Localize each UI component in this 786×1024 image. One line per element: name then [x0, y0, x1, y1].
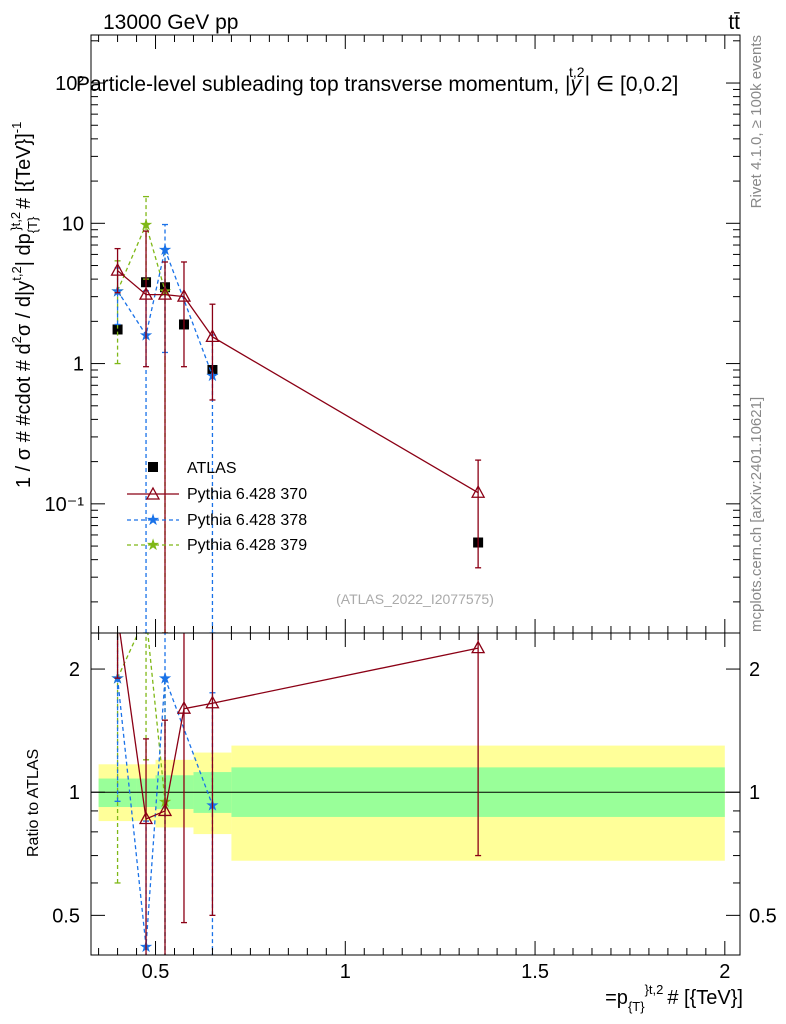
main-pythia-6-428-370-series — [110, 230, 486, 633]
main-pythia-6-428-370-point — [138, 286, 154, 300]
ratio-frame — [90, 632, 741, 956]
main-y-tick-label: 1 — [73, 354, 84, 376]
analysis-id: (ATLAS_2022_I2077575) — [336, 591, 494, 607]
ratio-bands-layer — [98, 745, 725, 861]
x-tick-label: 0.5 — [142, 961, 170, 983]
ratio-y-axis-label: Ratio to ATLAS — [25, 749, 42, 857]
legend-p370-label: Pythia 6.428 370 — [187, 486, 307, 503]
legend-p379-label: Pythia 6.428 379 — [187, 537, 307, 554]
ratio-pythia-6-428-378-point: ★ — [110, 671, 124, 688]
ratio-pythia-6-428-370-point — [112, 609, 124, 620]
ratio-y-tick-label: 1 — [69, 782, 80, 804]
main-y-tick-label: 10⁻¹ — [45, 494, 85, 516]
main-pythia-6-428-370-point — [110, 262, 125, 276]
main-series-layer: ★★★★★★★ — [110, 195, 486, 633]
main-ticks — [91, 35, 740, 633]
ratio-panel: ★★★★★★★ 0.5 1 1.5 20.5 0.51 12 2 Ratio to ATLA… — [25, 609, 777, 1014]
ratio-ticklabels: 0.5 1 1.5 2 0.5 0.5 1 1 2 2 — [52, 659, 777, 983]
main-y-tick-label: 10² — [55, 73, 84, 95]
legend-p378-label: Pythia 6.428 378 — [187, 512, 307, 529]
ratio-y-tick-label: 0.5 — [52, 905, 80, 927]
x-tick-label: 2 — [719, 961, 730, 983]
main-pythia-6-428-379-line — [116, 222, 166, 292]
legend-p378-marker: ★ — [146, 512, 160, 529]
x-axis-label: =p{T}}t,2 # [{TeV}] — [605, 982, 743, 1014]
x-tick-label: 1 — [340, 961, 351, 983]
ratio-pythia-6-428-379-line — [116, 633, 166, 802]
ratio-y-tick-label-right: 1 — [749, 782, 760, 804]
process-label: tt̄ — [728, 11, 740, 34]
ratio-ticks — [91, 633, 740, 956]
ratio-pythia-6-428-370-series — [112, 609, 486, 955]
main-y-tick-label: 10 — [62, 213, 84, 235]
main-y-axis-label: 1 / σ # #cdot # d2σ / d|yt,2| dp{T}}t,2#… — [8, 122, 40, 488]
main-pythia-6-428-370-line — [117, 270, 479, 494]
legend-p379-marker: ★ — [146, 537, 160, 554]
main-panel: 10⁻¹ 1 10 10² Particle-level subleading top… — [8, 34, 741, 634]
ratio-pythia-6-428-378-point: ★ — [158, 671, 172, 688]
ratio-pythia-6-428-370-point — [157, 803, 173, 817]
main-pythia-6-428-370-point — [471, 484, 486, 498]
ratio-pythia-6-428-378-line — [116, 677, 214, 947]
ratio-pythia-6-428-370-point — [176, 700, 192, 714]
legend-atlas-label: ATLAS — [187, 460, 237, 477]
ratio-pythia-6-428-370-point — [471, 640, 486, 654]
ratio-pythia-6-428-370-point — [138, 811, 154, 825]
rivet-label: Rivet 4.1.0, ≥ 100k events — [748, 35, 765, 208]
ratio-series-layer: ★★★★★★★ — [110, 609, 486, 955]
legend-p370-marker — [145, 486, 161, 500]
main-pythia-6-428-370-point — [176, 288, 192, 302]
main-title: Particle-level subleading top transverse… — [76, 64, 678, 96]
main-pythia-6-428-370-point — [205, 329, 220, 343]
main-pythia-6-428-370-point — [157, 286, 173, 300]
x-tick-label: 1.5 — [521, 961, 549, 983]
ratio-y-tick-label: 2 — [69, 659, 80, 681]
main-pythia-6-428-378-point: ★ — [158, 242, 172, 259]
main-pythia-6-428-379-point: ★ — [139, 217, 153, 234]
energy-label: 13000 GeV pp — [103, 11, 238, 34]
main-atlas-point — [112, 324, 123, 335]
ratio-pythia-6-428-370-point — [205, 695, 220, 709]
legend-atlas-marker — [148, 462, 158, 472]
ratio-pythia-6-428-370-line — [119, 633, 479, 820]
ratio-y-tick-label-right: 2 — [749, 659, 760, 681]
url-label: mcplots.cern.ch [arXiv:2401.10621] — [748, 397, 765, 632]
main-atlas-series — [112, 277, 484, 548]
main-ticklabels: 10⁻¹ 1 10 10² — [45, 73, 85, 516]
ratio-y-tick-label-right: 0.5 — [749, 905, 777, 927]
legend: ATLAS Pythia 6.428 370 ★ Pythia 6.428 37… — [127, 460, 307, 554]
